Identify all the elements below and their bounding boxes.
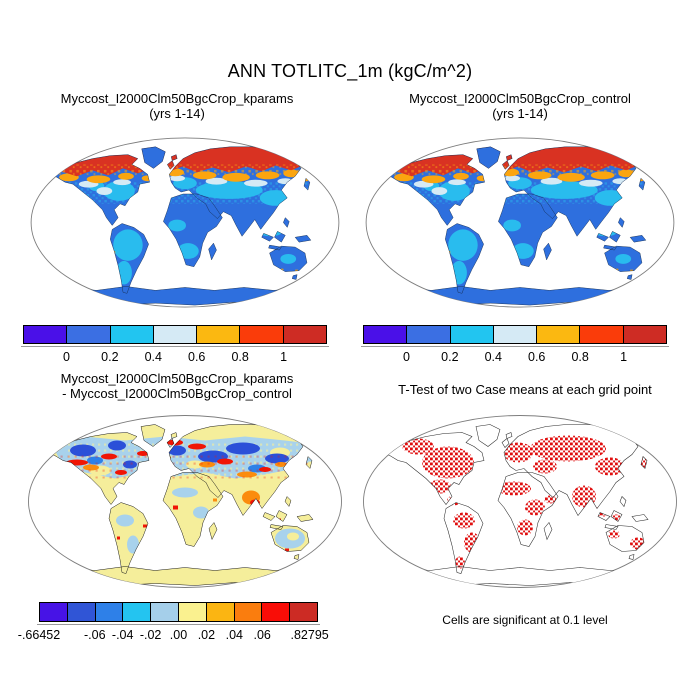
colorbar-segment — [94, 603, 123, 621]
colorbar-tick-label: 0.2 — [101, 350, 119, 364]
colorbar-segment — [233, 603, 262, 621]
colorbar-tick-label: .82795 — [290, 628, 329, 642]
map-bottom-left-difference — [28, 415, 342, 588]
colorbar-tick-label: .04 — [225, 628, 243, 642]
colorbar-top-left: 0 0.2 0.4 0.6 0.8 1 — [21, 325, 329, 364]
colorbar-segment — [66, 603, 95, 621]
colorbar-segment — [152, 326, 197, 343]
colorbar-tick-label: -.66452 — [17, 628, 61, 642]
colorbar-tick-label: -.02 — [139, 628, 162, 642]
colorbar-segment — [150, 603, 178, 621]
colorbar-segment — [122, 603, 151, 621]
colorbar-tick-label: 0.8 — [231, 350, 249, 364]
colorbar-segment — [406, 326, 450, 343]
colorbar-tick-label: 0.8 — [571, 350, 589, 364]
colorbar-tick-label: 0.6 — [528, 350, 546, 364]
panel-title-top-left-line1: Myccost_I2000Clm50BgcCrop_kparams — [60, 91, 294, 106]
significance-caption: Cells are significant at 0.1 level — [442, 613, 608, 627]
colorbar-segment — [205, 603, 234, 621]
colorbar-swatches — [23, 325, 327, 344]
figure-title: ANN TOTLITC_1m (kgC/m^2) — [227, 61, 473, 81]
colorbar-tick-label: .02 — [197, 628, 216, 642]
colorbar-tick-label: 0.6 — [188, 350, 206, 364]
panel-title-top-left: Myccost_I2000Clm50BgcCrop_kparams (yrs 1… — [12, 91, 342, 121]
panel-title-bottom-left-line2: - Myccost_I2000Clm50BgcCrop_control — [62, 386, 292, 401]
colorbar-segment — [449, 326, 493, 343]
colorbar-tick-label: .06 — [253, 628, 271, 642]
panel-title-top-left-line2: (yrs 1-14) — [149, 106, 205, 121]
colorbar-segment — [282, 326, 326, 343]
panel-title-top-right-line1: Myccost_I2000Clm50BgcCrop_control — [409, 91, 631, 106]
colorbar-tick-label: 0 — [62, 350, 70, 364]
colorbar-tick-label: 0.4 — [484, 350, 502, 364]
colorbar-tick-label: 1 — [620, 350, 628, 364]
panel-title-bottom-left-line1: Myccost_I2000Clm50BgcCrop_kparams — [60, 371, 294, 386]
colorbar-tick-labels: -.66452 -.06 -.04 -.02 .00 .02 .04 .06 .82795 — [18, 628, 329, 643]
colorbar-axis-line — [21, 346, 329, 347]
colorbar-top-right: 0 0.2 0.4 0.6 0.8 1 — [361, 325, 669, 364]
colorbar-tick-labels: 0 0.2 0.4 0.6 0.8 1 — [363, 350, 667, 365]
colorbar-tick-label: 0.2 — [441, 350, 459, 364]
colorbar-difference: -.66452 -.06 -.04 -.02 .00 .02 .04 .06 .82795 — [18, 602, 329, 642]
map-top-right-control — [365, 137, 675, 308]
colorbar-tick-label: -.04 — [111, 628, 134, 642]
panel-title-bottom-right: T-Test of two Case means at each grid po… — [398, 382, 652, 397]
colorbar-segment — [364, 326, 407, 343]
colorbar-segment — [40, 603, 67, 621]
colorbar-swatches — [39, 602, 318, 622]
colorbar-segment — [492, 326, 537, 343]
colorbar-tick-label: 0 — [402, 350, 410, 364]
colorbar-segment — [289, 603, 317, 621]
colorbar-axis-line — [361, 346, 669, 347]
panel-title-bottom-left: Myccost_I2000Clm50BgcCrop_kparams - Mycc… — [12, 371, 342, 401]
colorbar-segment — [239, 326, 283, 343]
map-bottom-right-ttest — [363, 415, 677, 588]
colorbar-tick-labels: 0 0.2 0.4 0.6 0.8 1 — [23, 350, 327, 365]
map-top-left-kparams — [30, 137, 340, 308]
colorbar-axis-line — [37, 624, 320, 625]
colorbar-segment — [196, 326, 240, 343]
colorbar-tick-label: .00 — [169, 628, 188, 642]
colorbar-segment — [66, 326, 110, 343]
colorbar-tick-label: 0.4 — [144, 350, 162, 364]
colorbar-segment — [177, 603, 206, 621]
panel-title-top-right-line2: (yrs 1-14) — [492, 106, 548, 121]
colorbar-segment — [261, 603, 290, 621]
colorbar-segment — [24, 326, 67, 343]
colorbar-segment — [579, 326, 623, 343]
panel-title-top-right: Myccost_I2000Clm50BgcCrop_control (yrs 1… — [355, 91, 685, 121]
colorbar-tick-label: -.06 — [84, 628, 106, 642]
colorbar-segment — [109, 326, 153, 343]
colorbar-segment — [536, 326, 580, 343]
colorbar-segment — [622, 326, 666, 343]
colorbar-tick-label: 1 — [280, 350, 288, 364]
colorbar-swatches — [363, 325, 667, 344]
